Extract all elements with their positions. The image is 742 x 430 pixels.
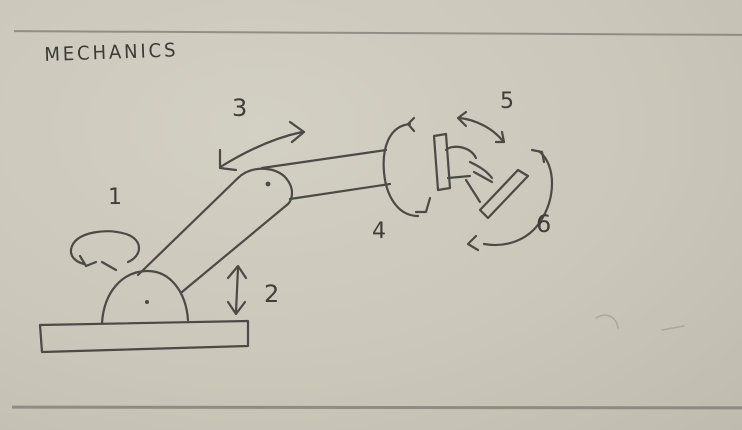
label-joint-5: 5 bbox=[500, 89, 514, 114]
wrist-rotation-arrow bbox=[382, 116, 432, 218]
label-joint-4: 4 bbox=[372, 219, 386, 244]
wrist-pitch-arrow bbox=[456, 110, 506, 144]
wrist-flange bbox=[432, 132, 478, 192]
elbow-pivot-dot bbox=[265, 181, 271, 187]
lower-arm-link bbox=[136, 176, 290, 294]
base-dome bbox=[100, 269, 190, 325]
shoulder-lift-arrow bbox=[226, 264, 248, 316]
base-rotation-arrow bbox=[69, 230, 141, 272]
upper-arm-link bbox=[260, 148, 392, 201]
end-effector-plate bbox=[478, 168, 530, 220]
tool-roll-arrow bbox=[466, 148, 554, 252]
base-plate bbox=[38, 319, 250, 354]
base-pivot-dot bbox=[145, 300, 149, 304]
label-joint-6: 6 bbox=[536, 210, 551, 238]
elbow-joint bbox=[236, 167, 294, 206]
wrist-pitch-link bbox=[464, 160, 494, 204]
label-joint-2: 2 bbox=[264, 280, 279, 308]
elbow-swing-arrow bbox=[218, 120, 306, 172]
label-joint-1: 1 bbox=[108, 185, 122, 210]
label-joint-3: 3 bbox=[232, 94, 247, 122]
paper-smudge bbox=[595, 314, 685, 331]
